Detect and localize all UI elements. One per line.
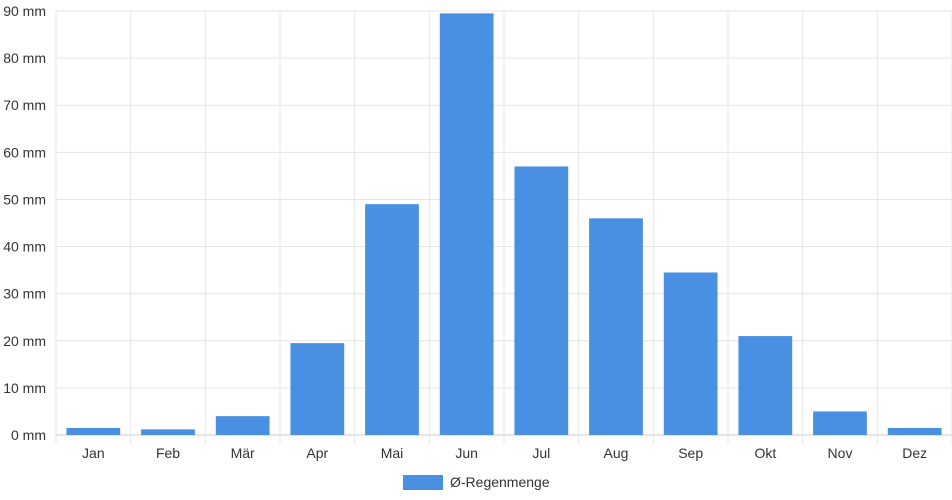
y-tick-label: 70 mm	[3, 97, 46, 113]
x-tick-label: Sep	[678, 445, 703, 461]
y-tick-label: 40 mm	[3, 239, 46, 255]
y-tick-label: 50 mm	[3, 191, 46, 207]
y-tick-label: 10 mm	[3, 380, 46, 396]
y-tick-label: 60 mm	[3, 144, 46, 160]
x-axis-tick-labels: Jan Feb Mär Apr Mai Jun Jul Aug Sep Okt Nov Dez	[82, 445, 927, 461]
x-tick-label: Dez	[902, 445, 927, 461]
legend-label: Ø-Regenmenge	[450, 474, 550, 490]
chart-legend[interactable]: Ø-Regenmenge	[403, 474, 550, 490]
x-tick-label: Aug	[604, 445, 629, 461]
x-tick-label: Feb	[156, 445, 180, 461]
y-tick-label: 0 mm	[11, 427, 46, 443]
x-tick-label: Jan	[82, 445, 105, 461]
bar-series	[66, 13, 942, 435]
x-tick-label: Jun	[455, 445, 478, 461]
y-axis-tick-labels: 0 mm 10 mm 20 mm 30 mm 40 mm 50 mm 60 mm 70 mm 8…	[3, 3, 46, 443]
bar-feb[interactable]	[141, 429, 195, 435]
x-tick-label: Nov	[828, 445, 853, 461]
x-tick-label: Jul	[532, 445, 550, 461]
x-tick-label: Mai	[381, 445, 404, 461]
bar-jan[interactable]	[66, 427, 121, 435]
y-tick-label: 90 mm	[3, 3, 46, 19]
bar-mai[interactable]	[365, 204, 419, 435]
bar-sep[interactable]	[663, 272, 718, 435]
legend-swatch	[403, 475, 443, 490]
bar-okt[interactable]	[738, 336, 793, 435]
x-tick-label: Apr	[306, 445, 328, 461]
x-tick-label: Okt	[754, 445, 776, 461]
bar-jul[interactable]	[514, 166, 569, 435]
y-tick-label: 30 mm	[3, 286, 46, 302]
y-tick-label: 80 mm	[3, 50, 46, 66]
bar-dez[interactable]	[887, 427, 942, 435]
x-tick-label: Mär	[231, 445, 255, 461]
y-tick-label: 20 mm	[3, 333, 46, 349]
bar-jun[interactable]	[439, 13, 494, 435]
bar-aug[interactable]	[589, 218, 643, 435]
bar-mär[interactable]	[215, 416, 270, 435]
bar-apr[interactable]	[290, 343, 345, 435]
chart-grid	[55, 10, 952, 443]
bar-nov[interactable]	[813, 411, 867, 435]
